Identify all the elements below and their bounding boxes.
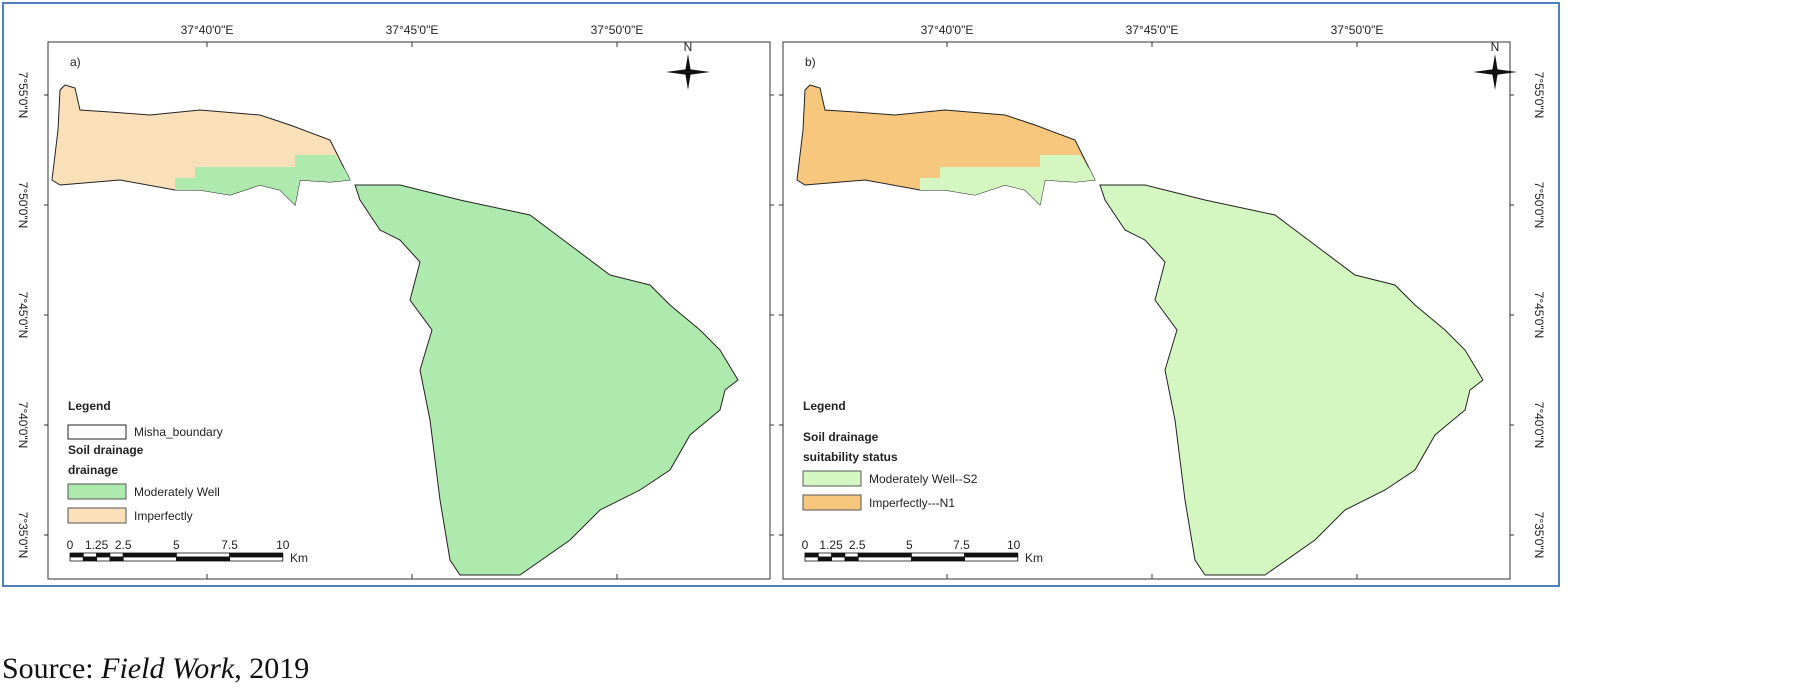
legend-swatch (67, 424, 127, 440)
top-tick-label: 37°45'0"E (1126, 23, 1179, 37)
panel-frame (47, 41, 771, 580)
scale-unit: Km (290, 551, 308, 565)
scale-bar (96, 556, 111, 562)
caption: Source: Field Work, 2019 (2, 652, 309, 686)
scale-bar (96, 552, 111, 558)
caption-emphasis: Field Work (101, 652, 235, 685)
scale-bar (69, 552, 84, 558)
figure-border (2, 2, 1560, 587)
panel-frame (782, 41, 1511, 580)
scale-bar (804, 556, 819, 562)
legend-subheading: drainage (68, 463, 118, 477)
scale-bar (844, 552, 859, 558)
north-label: N (1491, 40, 1500, 54)
side-tick-label: 7°55'0"N (1532, 72, 1546, 119)
scale-bar (911, 552, 966, 558)
north-arrow (666, 69, 710, 75)
scale-label: 10 (1007, 538, 1021, 552)
scale-bar (109, 552, 124, 558)
legend-swatch (67, 507, 127, 524)
top-tick-label: 37°45'0"E (386, 23, 439, 37)
scale-bar (831, 552, 846, 558)
moderate-zone (175, 155, 350, 205)
side-tick-label: 7°45'0"N (1532, 292, 1546, 339)
scale-label: 1.25 (819, 538, 843, 552)
map-panel: a) 37°40'0"E 37°45'0"E 37°50'0"E 7°55'0"N 7°5… (16, 23, 774, 580)
legend-swatch (802, 494, 862, 511)
scale-bar (964, 556, 1019, 562)
scale-label: 5 (906, 538, 913, 552)
scale-bar (82, 552, 98, 558)
scale-bar (69, 556, 84, 562)
side-tick-label: 7°45'0"N (16, 292, 30, 339)
caption-prefix: Source: (2, 652, 102, 685)
scale-label: 5 (173, 538, 180, 552)
scale-label: 0 (802, 538, 809, 552)
scale-label: 7.5 (953, 538, 970, 552)
map-panel: b) 37°40'0"E 37°45'0"E 37°50'0"E 7°55'0"N 7°5… (779, 23, 1546, 580)
scale-bar (175, 556, 230, 562)
moderate-zone (354, 184, 739, 576)
side-tick-label: 7°40'0"N (1532, 402, 1546, 449)
scale-label: 10 (276, 538, 290, 552)
side-tick-label: 7°40'0"N (16, 402, 30, 449)
scale-bar (964, 552, 1019, 558)
panel-label: a) (70, 55, 81, 69)
legend-label: Moderately Well (134, 485, 220, 499)
legend-label: Misha_boundary (134, 425, 223, 439)
side-tick-label: 7°50'0"N (1532, 182, 1546, 229)
caption-suffix: , 2019 (234, 652, 310, 685)
scale-bar (817, 556, 832, 562)
legend-swatch (67, 483, 127, 500)
scale-bar (857, 552, 912, 558)
moderate-zone (920, 155, 1095, 205)
top-tick-label: 37°50'0"E (1331, 23, 1384, 37)
side-tick-label: 7°35'0"N (1532, 512, 1546, 559)
scale-bar (857, 556, 912, 562)
scale-bar (122, 552, 177, 558)
top-tick-label: 37°40'0"E (921, 23, 974, 37)
moderate-zone (1099, 184, 1484, 576)
scale-label: 0 (67, 538, 74, 552)
legend-label: Imperfectly---N1 (869, 496, 955, 510)
side-tick-label: 7°35'0"N (16, 512, 30, 559)
north-label: N (684, 40, 693, 54)
legend-swatch (802, 470, 862, 487)
legend-heading: Soil drainage (803, 430, 879, 444)
side-tick-label: 7°55'0"N (16, 72, 30, 119)
side-tick-label: 7°50'0"N (16, 182, 30, 229)
scale-unit: Km (1025, 551, 1043, 565)
legend-title: Legend (68, 399, 111, 413)
legend-label: Imperfectly (134, 509, 193, 523)
top-tick-label: 37°40'0"E (181, 23, 234, 37)
scale-bar (109, 556, 124, 562)
legend-heading: Soil drainage (68, 443, 144, 457)
scale-bar (122, 556, 177, 562)
legend-title: Legend (803, 399, 846, 413)
scale-bar (817, 552, 832, 558)
scale-label: 2.5 (115, 538, 132, 552)
scale-bar (804, 552, 819, 558)
panel-label: b) (805, 55, 816, 69)
scale-bar (175, 552, 230, 558)
top-tick-label: 37°50'0"E (591, 23, 644, 37)
scale-bar (831, 556, 846, 562)
legend-subheading: suitability status (803, 450, 898, 464)
scale-bar (82, 556, 98, 562)
scale-label: 2.5 (849, 538, 866, 552)
scale-bar (229, 556, 284, 562)
north-arrow (1473, 69, 1517, 75)
scale-bar (844, 556, 859, 562)
legend-label: Moderately Well--S2 (869, 472, 978, 486)
scale-label: 7.5 (221, 538, 238, 552)
scale-bar (911, 556, 966, 562)
scale-label: 1.25 (85, 538, 109, 552)
scale-bar (229, 552, 284, 558)
